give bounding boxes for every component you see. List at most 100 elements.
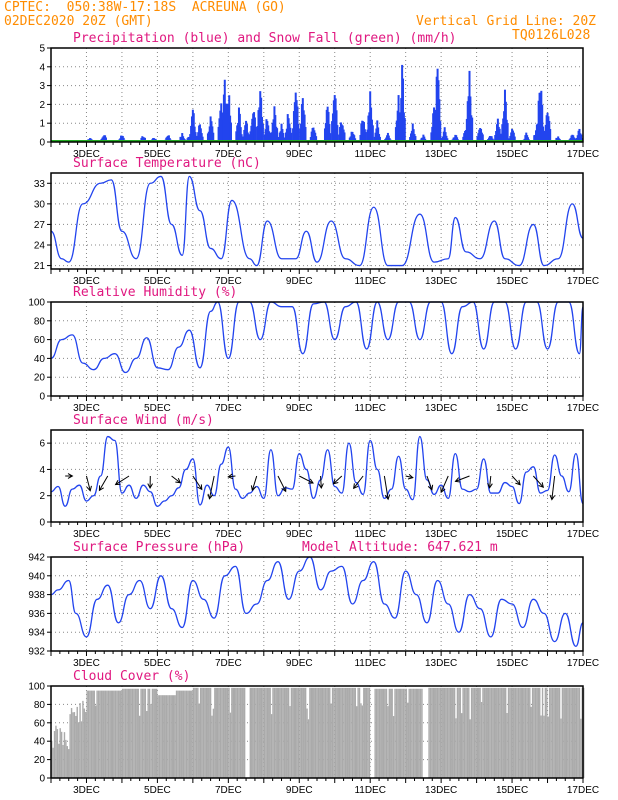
cloud-bar xyxy=(68,749,70,778)
cloud-bar xyxy=(533,687,535,778)
cloud-bar xyxy=(119,690,121,778)
cloud-bar xyxy=(374,688,376,778)
cloud-bar xyxy=(570,687,572,778)
x-tick-label: 11DEC xyxy=(354,403,386,414)
cloud-bar xyxy=(272,687,274,778)
precip-bar xyxy=(283,137,286,142)
cloud-bar xyxy=(102,690,104,778)
cloud-bar xyxy=(382,688,385,778)
run-datetime: 02DEC2020 20Z (GMT) xyxy=(4,14,153,29)
cloud-bar xyxy=(224,687,226,778)
cloud-bar xyxy=(565,687,568,778)
cloud-bar xyxy=(314,687,317,778)
cloud-bar xyxy=(63,732,66,778)
cloud-bar xyxy=(479,687,481,778)
x-tick-label: 3DEC xyxy=(73,403,100,414)
cloud-bar xyxy=(462,687,464,778)
y-tick-label: 938 xyxy=(28,590,45,601)
cloud-bar xyxy=(526,687,528,778)
cloud-bar xyxy=(86,690,88,778)
cloud-bar xyxy=(60,731,63,778)
cloud-bar xyxy=(146,711,148,778)
cloud-bar xyxy=(190,690,192,778)
wind-arrowhead xyxy=(67,473,74,479)
cloud-bar xyxy=(303,687,305,778)
cloud-bar xyxy=(456,687,459,778)
series-line xyxy=(50,175,584,267)
panel-title: Surface Wind (m/s) xyxy=(73,413,214,428)
cloud-bar xyxy=(524,687,527,778)
wind-arrowhead xyxy=(427,484,434,491)
cloud-bar xyxy=(367,687,369,778)
wind-arrow xyxy=(192,475,203,490)
cloud-bar xyxy=(283,687,286,778)
cloud-bar xyxy=(577,687,579,778)
cloud-bar xyxy=(476,687,478,778)
cloud-bar xyxy=(384,688,386,778)
cloud-bar xyxy=(158,695,161,778)
cloud-bar xyxy=(323,687,325,778)
cloud-bar xyxy=(438,687,440,778)
y-tick-label: 100 xyxy=(28,298,45,309)
cloud-bar xyxy=(212,708,215,778)
y-tick-label: 80 xyxy=(34,316,46,327)
cloud-bar xyxy=(411,688,413,778)
precip-bar xyxy=(297,123,300,142)
x-tick-label: 15DEC xyxy=(496,403,528,414)
cloud-bar xyxy=(265,687,267,778)
y-tick-label: 6 xyxy=(39,439,45,450)
cloud-bar xyxy=(563,687,565,778)
cloud-bar xyxy=(304,687,307,778)
cloud-bar xyxy=(397,688,399,778)
cloud-bar xyxy=(160,695,162,778)
cloud-bar xyxy=(83,708,86,778)
precip-bar xyxy=(371,125,374,142)
cloud-bar xyxy=(225,687,227,778)
cloud-bar xyxy=(82,700,84,778)
cloud-bar xyxy=(446,687,449,778)
y-tick-label: 20 xyxy=(34,373,46,384)
cloud-bar xyxy=(500,687,503,778)
cloud-bar xyxy=(574,687,576,778)
wind-arrowhead xyxy=(250,485,257,492)
cloud-bar xyxy=(226,687,229,778)
cloud-bar xyxy=(395,688,398,778)
cloud-bar xyxy=(551,687,554,778)
wind-arrow xyxy=(333,475,343,485)
cloud-bar xyxy=(287,687,290,778)
cloud-bar xyxy=(353,687,355,778)
cloud-bar xyxy=(300,687,303,778)
cloud-bar xyxy=(523,687,525,778)
cloud-bar xyxy=(137,688,139,778)
y-tick-label: 40 xyxy=(34,354,46,365)
y-tick-label: 33 xyxy=(34,179,46,190)
cloud-bar xyxy=(463,687,466,778)
precip-bar xyxy=(439,121,442,142)
cloud-bar xyxy=(123,688,125,778)
cloud-bar xyxy=(141,688,144,778)
y-tick-label: 0 xyxy=(39,138,45,149)
precip-bar xyxy=(276,128,279,142)
wind-arrowhead xyxy=(549,494,556,501)
precip-bar xyxy=(499,133,502,142)
cloud-bar xyxy=(211,715,213,778)
wind-arrow xyxy=(440,475,449,493)
cloud-bar xyxy=(100,690,103,778)
precip-bar xyxy=(304,126,307,142)
cloud-bar xyxy=(316,687,318,778)
cloud-bar xyxy=(187,690,189,778)
x-tick-label: 11DEC xyxy=(354,785,386,796)
cloud-bar xyxy=(550,687,552,778)
cloud-bar xyxy=(531,687,534,778)
cloud-bar xyxy=(451,687,453,778)
wind-arrowhead xyxy=(98,485,104,492)
cloud-bar xyxy=(174,695,176,778)
wind-arrowhead xyxy=(318,483,324,489)
cloud-bar xyxy=(554,687,557,778)
cloud-bar xyxy=(558,687,561,778)
grid-note: Vertical Grid Line: 20Z xyxy=(416,14,597,29)
x-tick-label: 17DEC xyxy=(567,785,599,796)
wind-arrow xyxy=(277,475,287,492)
plot-frame xyxy=(50,429,584,523)
y-tick-label: 3 xyxy=(39,81,45,92)
